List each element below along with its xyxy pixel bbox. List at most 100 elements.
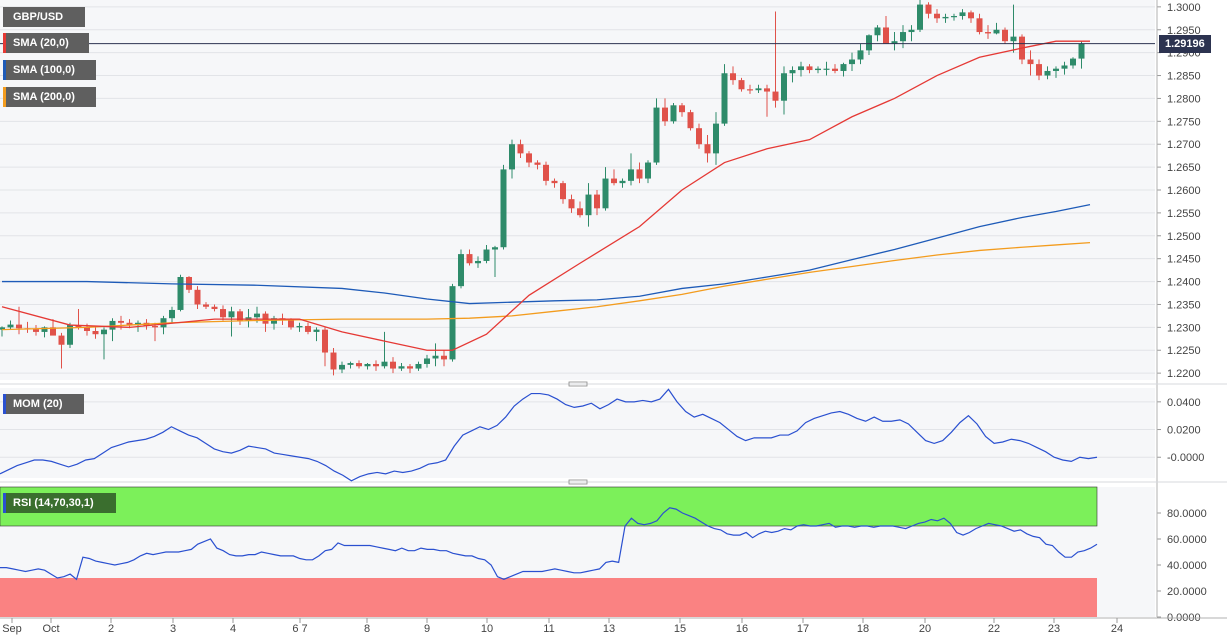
candle-body: [194, 289, 201, 305]
candle-body: [891, 41, 898, 44]
candle-body: [1044, 70, 1051, 76]
x-tick-label: 9: [424, 623, 430, 635]
rsi-line: [0, 507, 1098, 581]
candle-body: [908, 29, 915, 33]
candle-body: [900, 32, 906, 42]
candle-body: [67, 325, 73, 345]
sma20-swatch: [3, 33, 6, 53]
rsi-tick-label: 80.0000: [1167, 508, 1207, 520]
x-tick-label: 20: [919, 623, 931, 635]
candle-body: [305, 325, 311, 332]
candle-body: [1070, 58, 1076, 66]
candle-body: [203, 304, 209, 307]
momentum-panel: [0, 388, 1098, 482]
candle-body: [390, 361, 396, 369]
candle-body: [543, 164, 549, 181]
panel-resize-handle: [568, 479, 588, 485]
candle-body: [883, 27, 889, 44]
candle-body: [7, 324, 14, 328]
x-tick-label: 24: [1111, 623, 1123, 635]
rsi-tick-label: 20.0000: [1167, 586, 1207, 598]
candle-body: [687, 112, 694, 129]
candle-body: [806, 66, 813, 71]
candle-body: [500, 169, 507, 248]
panel-resize-handle: [568, 381, 588, 387]
sma100-tag[interactable]: SMA (100,0): [3, 60, 96, 80]
candle-body: [849, 59, 855, 65]
rsi-tick-label: 60.0000: [1167, 534, 1207, 546]
sma100-swatch: [3, 60, 6, 80]
candle-body: [645, 162, 651, 179]
candle-body: [509, 144, 515, 170]
candle-body: [636, 169, 643, 179]
price-panel: [0, 0, 1155, 376]
rsi-label: RSI (14,70,30,1): [13, 497, 94, 509]
candle-body: [475, 260, 481, 264]
candle-body: [619, 180, 626, 184]
candle-body: [738, 80, 745, 90]
price-tick-label: 1.2650: [1167, 162, 1201, 174]
candle-body: [747, 89, 753, 91]
sma100-line: [2, 204, 1091, 305]
candle-body: [585, 194, 592, 216]
x-tick-label: 10: [481, 623, 493, 635]
candle-body: [449, 286, 456, 360]
candle-body: [339, 364, 345, 370]
candle-body: [330, 352, 337, 370]
candle-body: [152, 325, 158, 328]
sma20-label: SMA (20,0): [13, 37, 69, 49]
rsi-tag[interactable]: RSI (14,70,30,1): [3, 493, 116, 513]
x-tick-label: 3: [170, 623, 176, 635]
candle-body: [432, 355, 439, 359]
sma200-tag[interactable]: SMA (200,0): [3, 87, 96, 107]
candle-body: [730, 73, 736, 81]
rsi-oversold-zone: [0, 578, 1097, 617]
price-tick-label: 1.2700: [1167, 139, 1201, 151]
x-tick-label: 18: [857, 623, 869, 635]
x-tick-label: 2: [108, 623, 114, 635]
candle-body: [781, 73, 787, 101]
candle-body: [237, 311, 243, 321]
x-tick-label: 8: [364, 623, 370, 635]
x-tick-label: 17: [797, 623, 809, 635]
candle-body: [109, 320, 116, 330]
mom-tag[interactable]: MOM (20): [3, 394, 84, 414]
candle-body: [220, 309, 226, 318]
candle-body: [577, 208, 583, 216]
price-tick-label: 1.2300: [1167, 322, 1201, 334]
candle-body: [135, 322, 141, 326]
symbol-tag[interactable]: GBP/USD: [3, 7, 85, 27]
x-tick-label: 16: [736, 623, 748, 635]
momentum-line: [0, 388, 1098, 482]
momentum-plot-bg: [0, 388, 1155, 478]
price-tick-label: 1.2450: [1167, 254, 1201, 266]
price-tick-label: 1.2400: [1167, 277, 1201, 289]
candle-body: [653, 107, 660, 163]
candle-body: [704, 144, 711, 154]
candle-body: [58, 335, 65, 345]
candle-body: [92, 331, 99, 335]
last-price: 1.29196: [1165, 37, 1205, 50]
sma20-tag[interactable]: SMA (20,0): [3, 33, 89, 53]
mom-swatch: [3, 394, 6, 414]
candle-body: [441, 355, 447, 360]
candle-body: [424, 358, 430, 364]
price-tick-label: 1.3000: [1167, 2, 1201, 14]
candle-body: [84, 327, 90, 332]
candle-body: [628, 169, 634, 181]
candle-body: [0, 327, 5, 330]
price-tick-label: 1.2500: [1167, 231, 1201, 243]
momentum-tick-label: 0.0200: [1167, 425, 1201, 437]
candle-body: [169, 309, 175, 319]
momentum-tick-label: -0.0000: [1167, 452, 1204, 464]
candle-body: [1002, 29, 1008, 42]
candle-body: [696, 128, 702, 145]
candle-body: [815, 68, 821, 71]
candle-body: [1036, 64, 1042, 76]
candle-body: [347, 363, 354, 365]
candle-body: [101, 329, 107, 335]
candle-body: [50, 327, 56, 336]
x-tick-label: 6 7: [292, 623, 307, 635]
candle-body: [118, 320, 124, 323]
